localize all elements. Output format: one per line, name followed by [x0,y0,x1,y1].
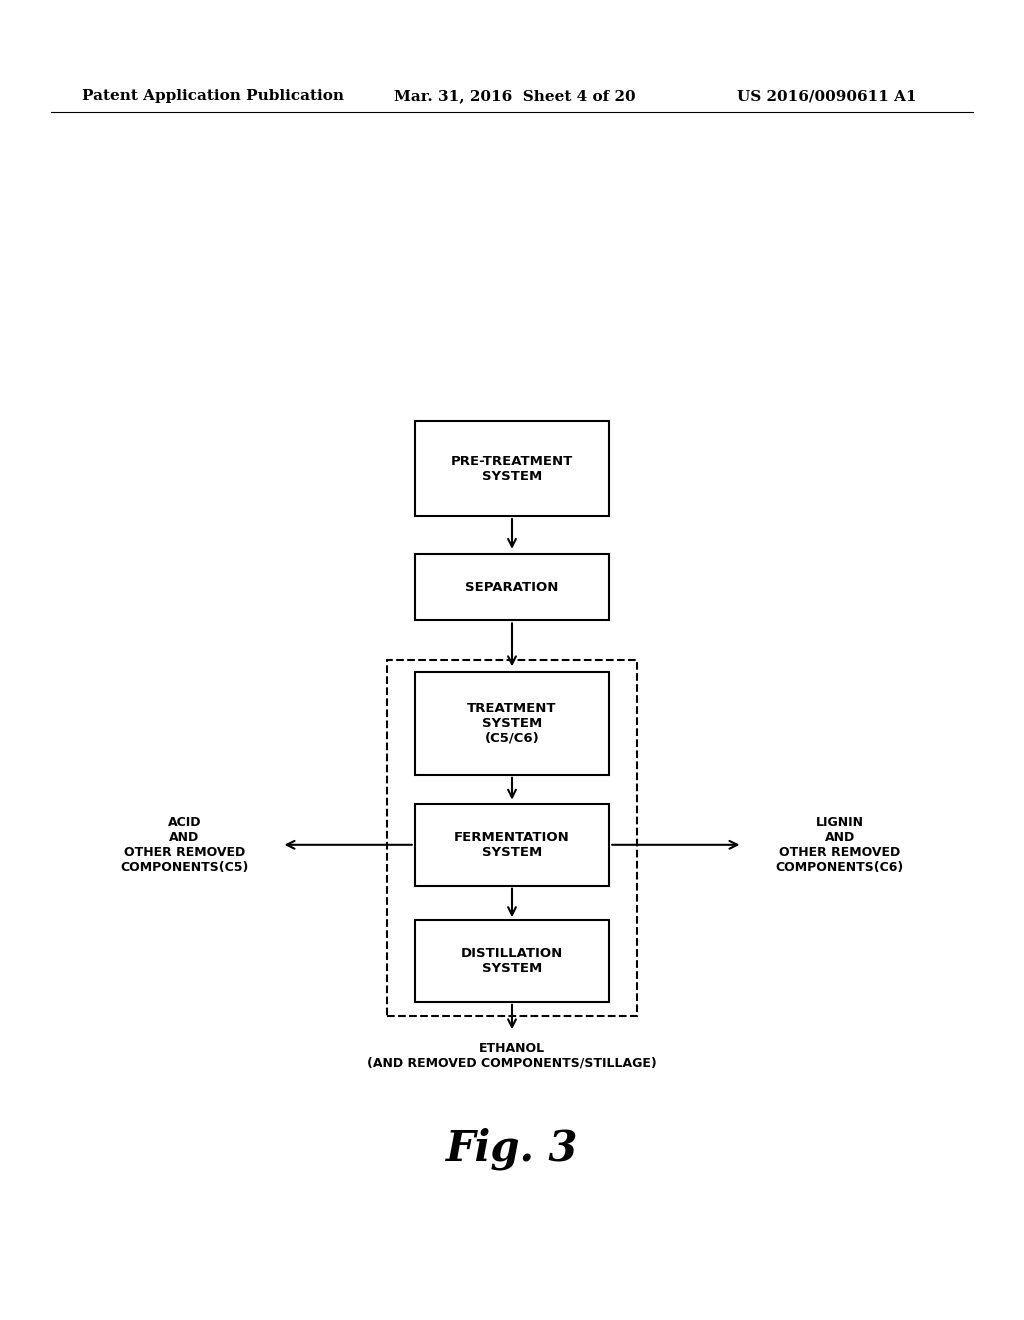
Text: SEPARATION: SEPARATION [465,581,559,594]
Bar [415,920,609,1002]
Bar [415,672,609,775]
Bar [415,554,609,620]
Text: Patent Application Publication: Patent Application Publication [82,90,344,103]
Text: LIGNIN
AND
OTHER REMOVED
COMPONENTS(C6): LIGNIN AND OTHER REMOVED COMPONENTS(C6) [775,816,904,874]
Text: Mar. 31, 2016  Sheet 4 of 20: Mar. 31, 2016 Sheet 4 of 20 [394,90,636,103]
Text: DISTILLATION
SYSTEM: DISTILLATION SYSTEM [461,946,563,975]
Bar [387,660,637,1016]
Text: US 2016/0090611 A1: US 2016/0090611 A1 [737,90,916,103]
Text: TREATMENT
SYSTEM
(C5/C6): TREATMENT SYSTEM (C5/C6) [467,702,557,744]
Text: ACID
AND
OTHER REMOVED
COMPONENTS(C5): ACID AND OTHER REMOVED COMPONENTS(C5) [120,816,249,874]
Text: FERMENTATION
SYSTEM: FERMENTATION SYSTEM [454,830,570,859]
Bar [415,804,609,886]
Text: ETHANOL
(AND REMOVED COMPONENTS/STILLAGE): ETHANOL (AND REMOVED COMPONENTS/STILLAGE… [368,1041,656,1071]
Text: PRE-TREATMENT
SYSTEM: PRE-TREATMENT SYSTEM [451,454,573,483]
Text: Fig. 3: Fig. 3 [445,1127,579,1170]
Bar [415,421,609,516]
